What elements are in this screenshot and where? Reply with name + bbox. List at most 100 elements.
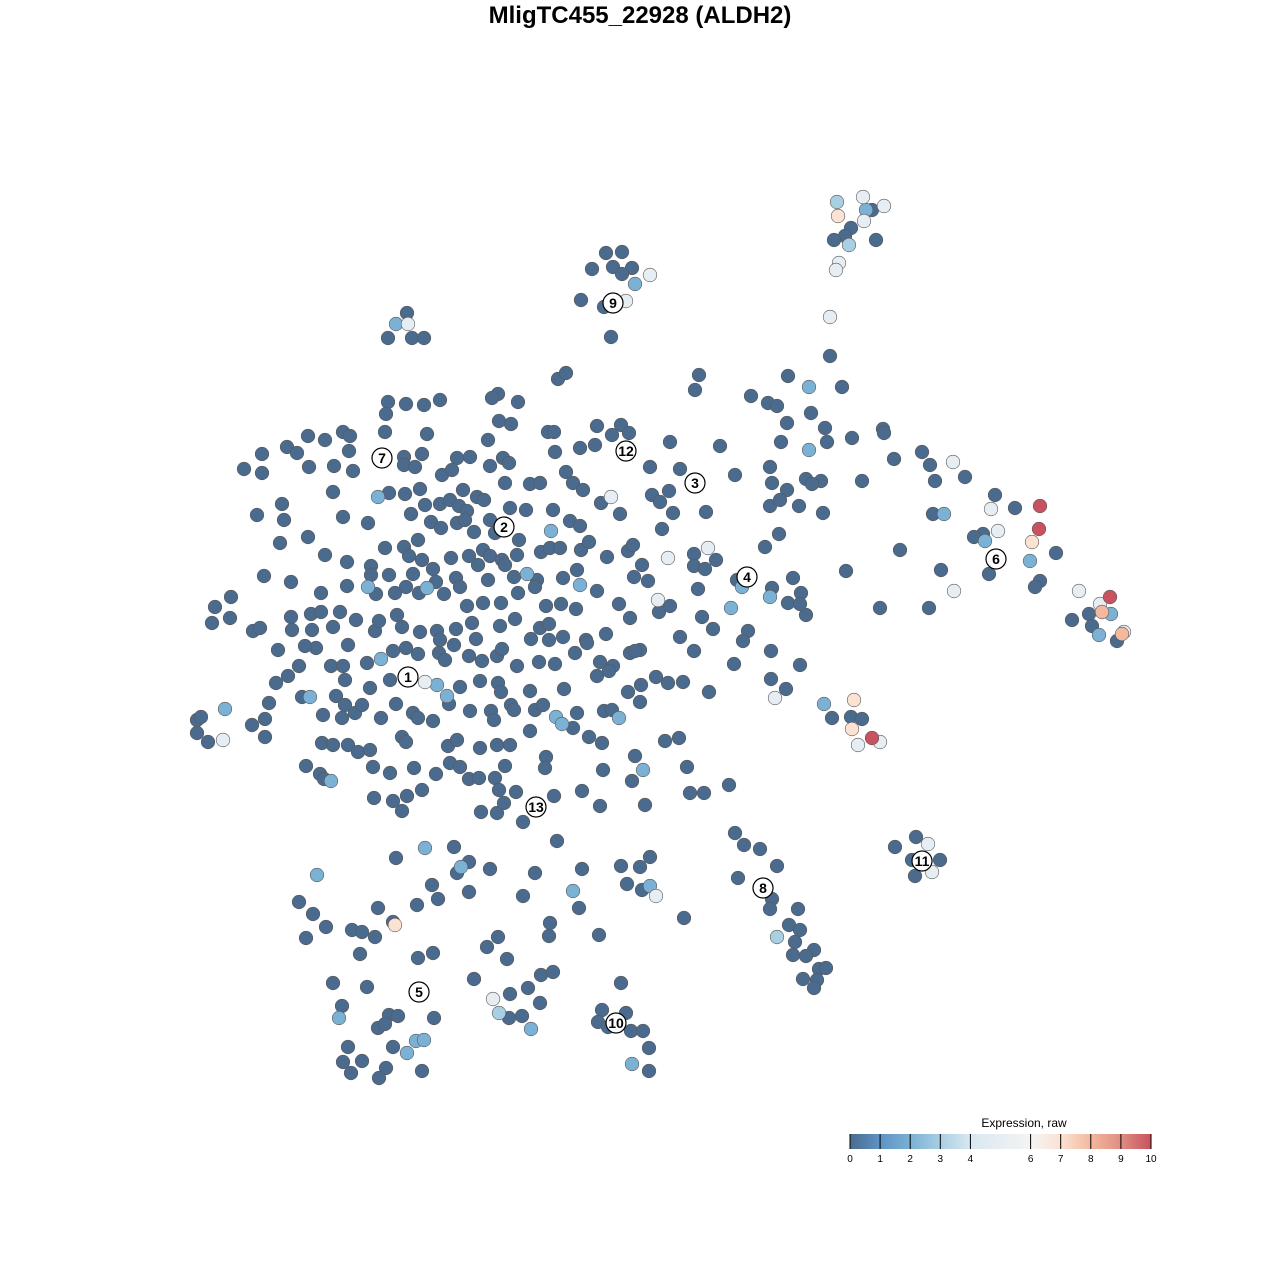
data-point bbox=[785, 947, 801, 963]
data-point bbox=[373, 651, 389, 667]
data-point bbox=[887, 839, 903, 855]
data-point bbox=[538, 598, 554, 614]
data-point bbox=[612, 506, 628, 522]
data-point bbox=[362, 680, 378, 696]
data-point bbox=[785, 570, 801, 586]
data-point bbox=[378, 406, 394, 422]
data-point bbox=[509, 658, 525, 674]
data-point bbox=[382, 765, 398, 781]
data-point bbox=[914, 444, 930, 460]
data-point bbox=[603, 489, 619, 505]
data-point bbox=[634, 557, 650, 573]
data-point bbox=[933, 562, 949, 578]
data-point bbox=[554, 716, 570, 732]
data-point bbox=[331, 1010, 347, 1026]
data-point bbox=[531, 654, 547, 670]
data-point bbox=[1071, 583, 1087, 599]
data-point bbox=[518, 502, 534, 518]
data-point bbox=[200, 734, 216, 750]
data-point bbox=[696, 785, 712, 801]
data-point bbox=[727, 467, 743, 483]
data-point bbox=[532, 995, 548, 1011]
data-point bbox=[1048, 545, 1064, 561]
cluster-label-circle bbox=[397, 666, 419, 688]
data-point bbox=[762, 459, 778, 475]
data-point bbox=[405, 566, 421, 582]
data-point bbox=[461, 648, 477, 664]
data-point bbox=[535, 697, 551, 713]
legend-tick-label: 1 bbox=[877, 1154, 883, 1165]
data-point bbox=[983, 501, 999, 517]
data-point bbox=[283, 574, 299, 590]
data-point bbox=[461, 548, 477, 564]
data-point bbox=[614, 244, 630, 260]
data-point bbox=[522, 683, 538, 699]
data-point bbox=[769, 858, 785, 874]
data-point bbox=[280, 668, 296, 684]
data-point bbox=[736, 837, 752, 853]
data-point bbox=[838, 563, 854, 579]
color-legend: Expression, raw 0 1 2 3 4 6 7 8 9 10 bbox=[847, 1116, 1157, 1165]
data-point bbox=[806, 980, 822, 996]
data-point bbox=[864, 730, 880, 746]
data-point bbox=[523, 631, 539, 647]
data-point bbox=[686, 643, 702, 659]
data-point bbox=[621, 425, 637, 441]
data-point bbox=[990, 523, 1006, 539]
data-point bbox=[244, 717, 260, 733]
data-point bbox=[335, 1054, 351, 1070]
data-point bbox=[587, 437, 603, 453]
data-point bbox=[542, 915, 558, 931]
data-point bbox=[640, 573, 656, 589]
data-point bbox=[872, 600, 888, 616]
data-point bbox=[236, 461, 252, 477]
data-point bbox=[270, 642, 286, 658]
data-point bbox=[567, 645, 583, 661]
data-point bbox=[348, 612, 364, 628]
data-point bbox=[360, 515, 376, 531]
data-point bbox=[686, 546, 702, 562]
cluster-label-circle bbox=[615, 440, 637, 462]
data-point bbox=[444, 462, 460, 478]
data-point bbox=[665, 505, 681, 521]
data-point bbox=[779, 415, 795, 431]
data-point bbox=[945, 454, 961, 470]
data-point bbox=[261, 695, 277, 711]
data-point bbox=[462, 449, 478, 465]
data-point bbox=[547, 656, 563, 672]
data-point bbox=[410, 646, 426, 662]
data-point bbox=[497, 557, 513, 573]
data-point bbox=[700, 540, 716, 556]
data-point bbox=[514, 1008, 530, 1024]
data-point bbox=[545, 964, 561, 980]
data-point bbox=[594, 1002, 610, 1018]
data-point bbox=[694, 609, 710, 625]
cluster-label-text: 7 bbox=[378, 450, 386, 466]
data-point bbox=[449, 732, 465, 748]
data-point bbox=[493, 684, 509, 700]
data-point bbox=[389, 607, 405, 623]
data-point bbox=[936, 506, 952, 522]
data-point bbox=[592, 798, 608, 814]
data-point bbox=[1027, 579, 1043, 595]
data-point bbox=[769, 929, 785, 945]
data-point bbox=[819, 434, 835, 450]
data-point bbox=[499, 951, 515, 967]
data-point bbox=[773, 434, 789, 450]
data-point bbox=[555, 629, 571, 645]
data-point bbox=[595, 762, 611, 778]
data-point bbox=[406, 760, 422, 776]
cluster-label-text: 3 bbox=[691, 475, 699, 491]
data-point bbox=[404, 330, 420, 346]
data-point bbox=[468, 631, 484, 647]
data-point bbox=[907, 868, 923, 884]
legend-tick-label: 3 bbox=[938, 1154, 944, 1165]
data-point bbox=[780, 368, 796, 384]
data-point bbox=[844, 430, 860, 446]
data-point bbox=[522, 723, 538, 739]
cluster-label-text: 4 bbox=[743, 569, 751, 585]
data-point bbox=[648, 669, 664, 685]
data-point bbox=[507, 611, 523, 627]
data-point bbox=[362, 742, 378, 758]
